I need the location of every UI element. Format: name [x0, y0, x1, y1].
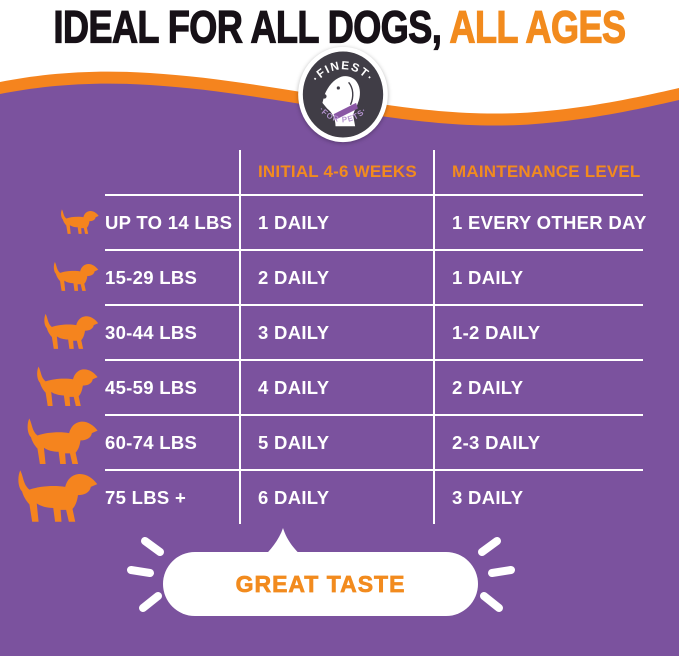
- dog-icon: [12, 467, 100, 526]
- initial-dose-cell: 3 DAILY: [239, 304, 433, 359]
- table-header-weight-spacer: [105, 150, 239, 194]
- logo-dog-nose: [322, 94, 327, 99]
- weight-range-cell: 60-74 LBS: [105, 414, 239, 469]
- dog-icon: [40, 312, 100, 352]
- weight-range-cell: 15-29 LBS: [105, 249, 239, 304]
- dog-size-icon-cell: [35, 414, 105, 469]
- table-header-initial: INITIAL 4-6 WEEKS: [239, 150, 433, 194]
- logo-dog-icon: [322, 76, 360, 127]
- dog-size-icon-cell: [35, 469, 105, 524]
- logo-dog-ear-line: [348, 81, 354, 106]
- title-accent: ALL AGES: [449, 0, 627, 53]
- dog-size-icon-cell: [35, 194, 105, 249]
- dosage-table: INITIAL 4-6 WEEKS MAINTENANCE LEVEL UP T…: [35, 150, 646, 524]
- initial-dose-cell: 6 DAILY: [239, 469, 433, 524]
- dog-size-icon-cell: [35, 359, 105, 414]
- dog-icon: [50, 260, 100, 293]
- weight-range-cell: 45-59 LBS: [105, 359, 239, 414]
- maintenance-dose-cell: 1-2 DAILY: [433, 304, 643, 359]
- maintenance-dose-cell: 2 DAILY: [433, 359, 643, 414]
- dog-icon: [32, 364, 100, 409]
- page-title: IDEAL FOR ALL DOGS, ALL AGES: [0, 0, 679, 54]
- maintenance-dose-cell: 2-3 DAILY: [433, 414, 643, 469]
- table-header-maintenance: MAINTENANCE LEVEL: [433, 150, 643, 194]
- initial-dose-cell: 2 DAILY: [239, 249, 433, 304]
- weight-range-cell: 75 LBS +: [105, 469, 239, 524]
- dog-size-icon-cell: [35, 304, 105, 359]
- maintenance-dose-cell: 3 DAILY: [433, 469, 643, 524]
- logo-dog-eye: [336, 86, 340, 90]
- initial-dose-cell: 1 DAILY: [239, 194, 433, 249]
- speech-bubble: GREAT TASTE: [163, 552, 478, 616]
- logo-dog-collar: [333, 102, 358, 120]
- table-header-icon-spacer: [35, 150, 105, 194]
- dog-size-icon-cell: [35, 249, 105, 304]
- maintenance-dose-cell: 1 DAILY: [433, 249, 643, 304]
- dog-icon: [22, 416, 100, 468]
- title-main: IDEAL FOR ALL DOGS,: [53, 0, 442, 53]
- weight-range-cell: 30-44 LBS: [105, 304, 239, 359]
- bubble-label: GREAT TASTE: [235, 570, 406, 597]
- initial-dose-cell: 5 DAILY: [239, 414, 433, 469]
- purple-panel: [0, 83, 679, 656]
- initial-dose-cell: 4 DAILY: [239, 359, 433, 414]
- dog-icon: [58, 208, 100, 236]
- weight-range-cell: UP TO 14 LBS: [105, 194, 239, 249]
- brand-logo: ·FINEST· ·FOR PETS·: [298, 46, 388, 143]
- maintenance-dose-cell: 1 EVERY OTHER DAY: [433, 194, 646, 249]
